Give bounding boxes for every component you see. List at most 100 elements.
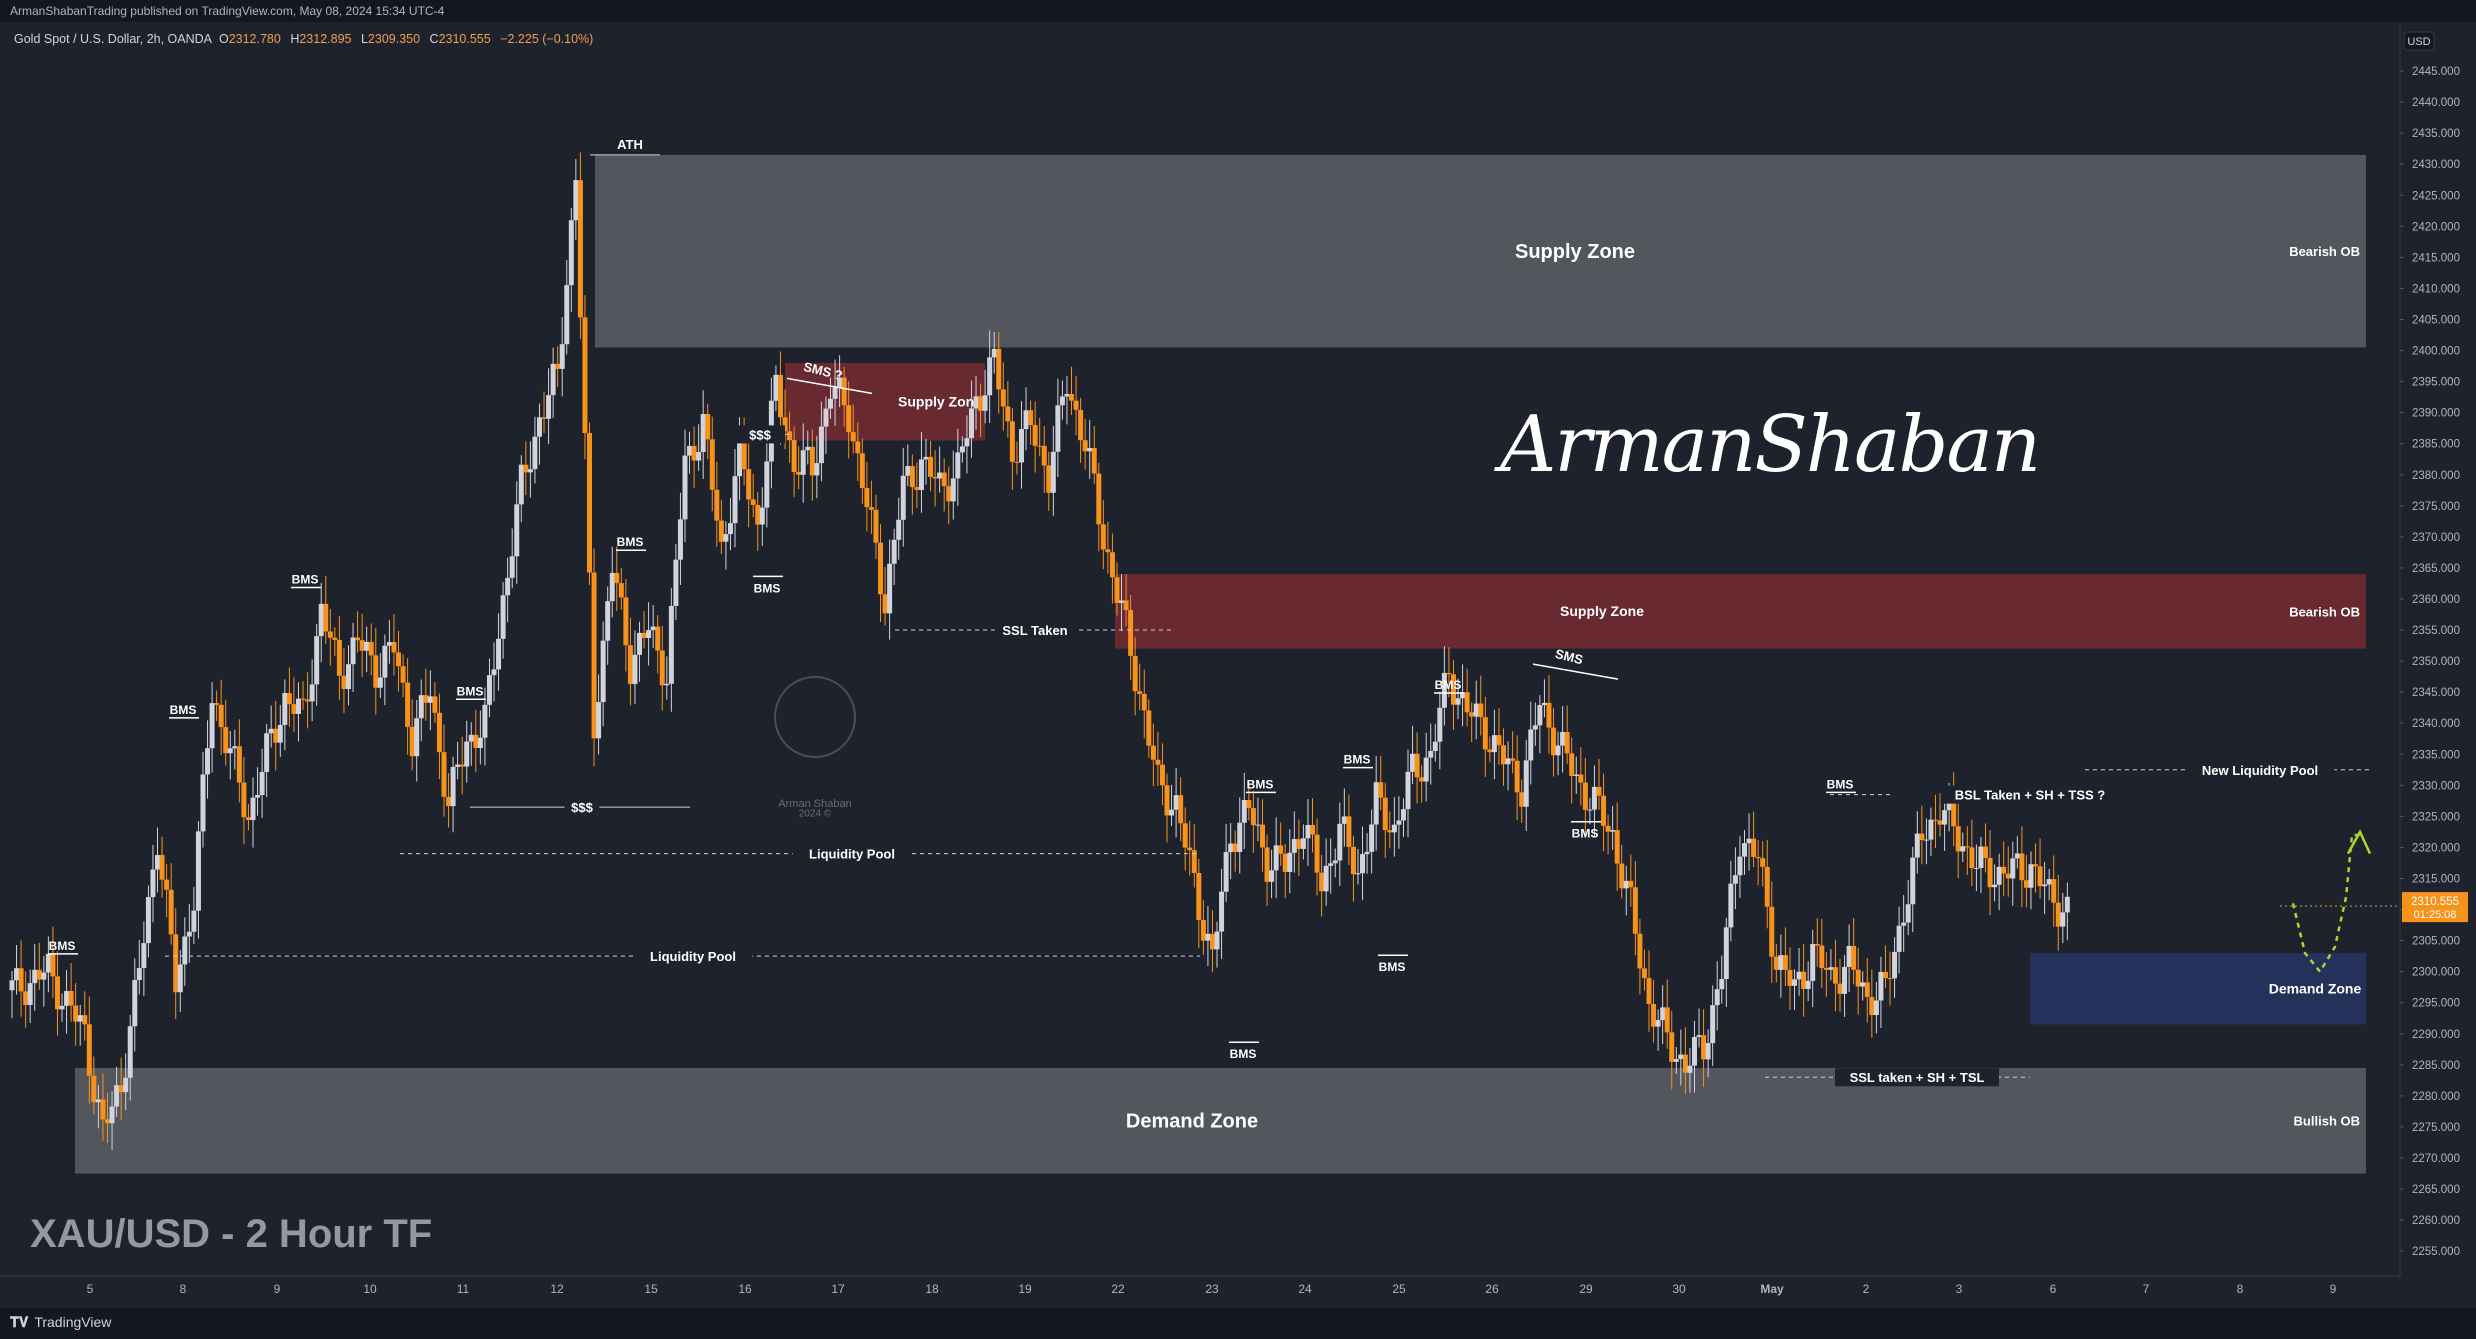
candle-body [1514, 760, 1520, 793]
candle-body [1646, 978, 1652, 1004]
symbol-name[interactable]: Gold Spot / U.S. Dollar, 2h, OANDA [14, 32, 212, 46]
close-label: C [429, 32, 439, 46]
candle-body [1801, 971, 1807, 989]
candle-body [891, 539, 897, 564]
candle-body [414, 718, 420, 757]
candle-body [1946, 799, 1952, 811]
candle-body [755, 504, 761, 525]
candle-body [1005, 406, 1011, 422]
candle-body [1546, 702, 1552, 728]
zone-tag-0: Bearish OB [2289, 244, 2360, 259]
candle-body [432, 696, 438, 713]
level-label-6: BSL Taken + SH + TSS ? [1955, 788, 2106, 803]
candle-body [1846, 945, 1852, 967]
candle-body [1628, 880, 1634, 888]
candle-body [805, 446, 811, 451]
marker-8: BMS [1435, 678, 1462, 692]
marker-line-15 [1532, 663, 1619, 680]
tv-icon: 𝐓𝐕 [10, 1314, 29, 1330]
currency-tag[interactable] [2403, 31, 2435, 51]
candle-body [1969, 847, 1975, 869]
candle-body [764, 461, 770, 508]
candle-body [486, 675, 492, 705]
candle-body [1123, 600, 1129, 611]
candle-body [1687, 1065, 1693, 1073]
low-value: 2309.350 [367, 32, 421, 46]
y-tick-label: 2400.000 [2412, 346, 2460, 358]
x-tick-label: 18 [925, 1282, 939, 1296]
candle-body [2064, 896, 2070, 913]
candle-body [164, 879, 170, 890]
open-value: 2312.780 [228, 32, 281, 46]
candle-body [32, 969, 38, 984]
candle-body [696, 452, 702, 461]
candle-body [359, 640, 365, 651]
marker-12: BMS [1827, 777, 1854, 791]
candle-body [309, 684, 315, 702]
candle-body [1964, 846, 1970, 848]
marker-9: BMS [1379, 960, 1406, 974]
candle-body [964, 438, 970, 447]
candle-body [1623, 880, 1629, 889]
candle-body [1346, 816, 1352, 847]
candle-body [600, 640, 606, 703]
candle-body [1919, 833, 1925, 841]
candle-body [468, 734, 474, 742]
candle-body [459, 764, 465, 767]
candle-body [150, 869, 156, 898]
candle-body [409, 726, 415, 757]
watermark-name: Arman Shaban [778, 798, 851, 810]
candle-body [623, 597, 629, 646]
y-tick-label: 2330.000 [2412, 780, 2460, 792]
candle-body [1237, 822, 1243, 852]
candle-body [1355, 873, 1361, 875]
candle-body [846, 405, 852, 433]
candle-body [54, 976, 60, 1010]
candle-body [205, 748, 211, 775]
candle-body [214, 703, 220, 705]
y-tick-label: 2280.000 [2412, 1091, 2460, 1103]
candle-body [1414, 753, 1420, 778]
candle-body [650, 626, 656, 631]
level-label-5: SSL Taken [1002, 623, 1067, 638]
candle-body [1364, 851, 1370, 855]
candle-body [73, 1005, 79, 1022]
tradingview-logo[interactable]: 𝐓𝐕 TradingView [10, 1314, 111, 1331]
x-tick-label: 8 [180, 1282, 187, 1296]
candle-body [1082, 440, 1088, 452]
level-label-bg-1 [564, 798, 600, 817]
y-tick-label: 2355.000 [2412, 625, 2460, 637]
candle-body [1914, 833, 1920, 858]
zone-0 [595, 154, 2366, 348]
candle-body [1191, 850, 1197, 873]
y-tick-label: 2365.000 [2412, 563, 2460, 575]
y-tick-label: 2265.000 [2412, 1184, 2460, 1196]
candle-body [114, 1085, 120, 1107]
candle-body [555, 363, 561, 369]
candle-body [1960, 846, 1966, 852]
x-tick-label: 7 [2143, 1282, 2150, 1296]
candle-body [1100, 524, 1106, 550]
y-tick-label: 2295.000 [2412, 998, 2460, 1010]
candle-body [250, 797, 256, 821]
candle-body [900, 475, 906, 520]
candle-body [1014, 461, 1020, 463]
candle-body [1282, 853, 1288, 872]
candle-body [2019, 853, 2025, 881]
zone-label-4: Demand Zone [2269, 980, 2362, 996]
price-chart[interactable]: Supply Zone Bearish OB Supply Zone Supply Z… [0, 22, 2476, 1308]
candle-body [1428, 750, 1434, 758]
candle-body [496, 638, 502, 670]
candle-body [195, 831, 201, 911]
candle-body [450, 766, 456, 807]
candle-body [1164, 785, 1170, 816]
marker-11: BMS [1572, 827, 1599, 841]
x-tick-label: 25 [1392, 1282, 1406, 1296]
candle-body [1878, 971, 1884, 1001]
candle-body [1128, 610, 1134, 656]
candle-body [582, 317, 588, 434]
candle-body [159, 855, 165, 880]
candle-body [641, 632, 647, 639]
level-label-4: Liquidity Pool [650, 949, 736, 964]
projection-arrow [2291, 833, 2360, 974]
